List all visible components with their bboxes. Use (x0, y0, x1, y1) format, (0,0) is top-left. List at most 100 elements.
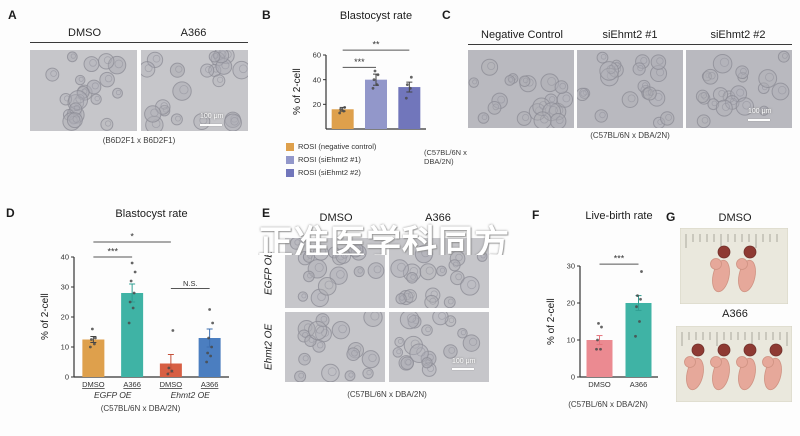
data-point (408, 86, 412, 90)
micrograph-a366 (138, 47, 251, 135)
svg-text:30: 30 (61, 283, 69, 292)
svg-text:10: 10 (61, 343, 69, 352)
data-point (128, 300, 132, 304)
chart-title: Live-birth rate (585, 210, 653, 222)
x-category-label: DMSO (588, 380, 611, 389)
significance-label: *** (107, 247, 118, 257)
scale-bar-label: 100 μm (452, 358, 476, 365)
data-point (634, 334, 637, 338)
data-point (342, 109, 346, 113)
svg-text:0: 0 (571, 373, 575, 382)
svg-text:20: 20 (313, 100, 321, 109)
panel-c-condition-header: Negative Control siEhmt2 #1 siEhmt2 #2 (468, 29, 792, 45)
data-point (599, 347, 602, 351)
panel-b-label: B (262, 8, 271, 22)
condition-label-a366: A366 (180, 27, 207, 39)
scale-bar-label: 100 μm (200, 113, 224, 120)
data-point (375, 83, 379, 86)
blastocyst-rate-chart-b: Blastocyst rate% of 2-cell 20 40 60 *** ** (288, 10, 458, 142)
bar (398, 87, 421, 129)
data-point (88, 345, 92, 349)
panel-a-label: A (8, 8, 17, 22)
bar (365, 79, 387, 129)
placenta (743, 343, 757, 357)
svg-text:60: 60 (313, 51, 321, 60)
bar (586, 340, 613, 377)
data-point (404, 96, 408, 100)
condition-label-siehmt2-1: siEhmt2 #1 (602, 29, 658, 41)
placenta (769, 343, 783, 357)
panel-c-label: C (442, 8, 451, 22)
x-category-label: A366 (201, 380, 219, 389)
legend-label: ROSI (negative control) (298, 142, 377, 151)
data-point (207, 336, 211, 340)
panel-d-label: D (6, 206, 15, 220)
y-axis-label: % of 2-cell (40, 293, 51, 341)
embryo-micrograph (30, 50, 137, 131)
scale-bar-line (748, 119, 770, 121)
data-point (638, 320, 641, 323)
data-point (166, 372, 170, 376)
placenta (743, 245, 757, 259)
significance-label: N.S. (183, 279, 198, 288)
x-category-label: A366 (630, 380, 648, 389)
panel-a-condition-header: DMSO A366 (30, 27, 248, 43)
significance-label: * (130, 232, 134, 242)
bar (121, 293, 144, 377)
group-label: Ehmt2 OE (171, 390, 211, 400)
svg-text:40: 40 (313, 75, 321, 84)
data-point (171, 329, 175, 332)
svg-text:30: 30 (567, 262, 575, 271)
embryo-micrograph (389, 308, 489, 382)
svg-text:20: 20 (61, 313, 69, 322)
data-point (208, 308, 212, 311)
data-point (93, 336, 97, 340)
legend-swatch-siehmt2-1 (286, 155, 294, 164)
bar (331, 109, 354, 129)
panel-e-images (285, 236, 489, 383)
micrograph-egfp-a366 (389, 238, 489, 310)
micrograph-siehmt2-1 (575, 50, 683, 129)
panel-e-caption: (C57BL/6N x DBA/2N) (347, 390, 427, 399)
placenta (691, 343, 705, 357)
placenta (717, 343, 731, 357)
data-point (376, 73, 380, 77)
condition-label-dmso: DMSO (68, 27, 101, 39)
data-point (133, 270, 137, 274)
chart-title: Blastocyst rate (339, 10, 413, 22)
scale-bar-line (200, 124, 222, 126)
y-axis-label: % of 2-cell (292, 68, 303, 116)
x-category-label: A366 (123, 380, 141, 389)
placenta (717, 245, 731, 259)
micrograph-egfp-dmso (285, 236, 385, 308)
micrograph-dmso (30, 50, 137, 131)
panel-e-label: E (262, 206, 271, 220)
data-point (90, 327, 94, 331)
significance-label: *** (614, 254, 625, 264)
data-point (343, 106, 347, 109)
pup-head (736, 258, 748, 270)
pup-head (684, 356, 696, 368)
data-point (170, 369, 174, 373)
bar (82, 339, 105, 377)
embryo-micrograph (686, 50, 792, 129)
pup-head (736, 356, 748, 368)
data-point (635, 305, 638, 309)
panel-g-label: G (666, 210, 676, 224)
data-point (338, 111, 342, 115)
panel-a-caption: (B6D2F1 x B6D2F1) (102, 136, 176, 145)
panel-f-label: F (532, 208, 540, 222)
condition-label-a366: A366 (425, 212, 451, 224)
data-point (210, 345, 214, 349)
legend-swatch-siehmt2-2 (286, 168, 294, 177)
pup-photo (675, 325, 793, 403)
data-point (92, 342, 96, 346)
data-point (597, 321, 600, 325)
panel-a-images (30, 47, 251, 135)
blastocyst-rate-chart-d: Blastocyst rate % of 2-cell 0 10 20 30 40 DMSO A… (28, 208, 253, 406)
micrograph-siehmt2-2 (686, 50, 792, 129)
data-point (206, 351, 210, 355)
